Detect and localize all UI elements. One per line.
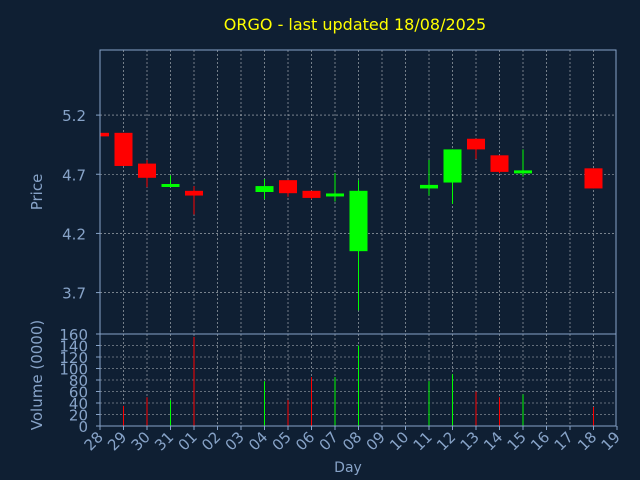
- candle-31: [161, 175, 180, 187]
- candle-body: [326, 193, 344, 197]
- x-tick-label: 05: [269, 428, 295, 454]
- price-candles: [99, 132, 603, 311]
- x-tick-label: 15: [504, 428, 530, 454]
- x-tick-label: 13: [457, 428, 483, 454]
- x-tick-label: 07: [316, 428, 342, 454]
- price-y-axis-label: Price: [28, 174, 46, 211]
- x-tick-label: 31: [151, 428, 177, 454]
- chart-title: ORGO - last updated 18/08/2025: [224, 15, 486, 34]
- candle-body: [279, 180, 297, 194]
- volume-tick-label: 160: [59, 326, 88, 344]
- x-tick-label: 02: [198, 428, 224, 454]
- volume-tick-label: 20: [69, 407, 88, 425]
- price-tick-label: 4.7: [62, 166, 86, 184]
- candle-body: [349, 190, 368, 252]
- candle-body: [100, 132, 109, 137]
- candle-body: [490, 155, 509, 172]
- volume-bars: [123, 336, 594, 426]
- candle-body: [584, 168, 603, 189]
- candle-body: [161, 183, 180, 187]
- x-tick-label: 08: [339, 428, 365, 454]
- candle-05: [279, 180, 297, 197]
- candle-body: [255, 186, 274, 192]
- candle-body: [443, 149, 462, 183]
- candle-30: [138, 160, 156, 188]
- candle-04: [255, 178, 274, 200]
- volume-tick-label: 40: [69, 395, 88, 413]
- candle-18: [584, 168, 603, 189]
- candle-12: [443, 149, 462, 204]
- x-tick-label: 04: [245, 428, 271, 454]
- price-tick-label: 5.2: [62, 107, 86, 125]
- x-tick-label: 11: [410, 428, 436, 454]
- candle-29: [114, 132, 133, 166]
- volume-tick-label: 140: [59, 338, 88, 356]
- candle-body: [185, 190, 203, 196]
- volume-tick-label: 120: [59, 349, 88, 367]
- x-tick-label: 06: [292, 428, 318, 454]
- volume-y-axis-label: Volume (0000): [28, 320, 46, 430]
- candle-body: [514, 170, 532, 174]
- candle-08: [349, 180, 368, 311]
- x-tick-label: 01: [175, 428, 201, 454]
- price-tick-label: 3.7: [62, 285, 86, 303]
- x-axis-tick-labels: 2829303101020304050607080910111213141516…: [81, 426, 624, 454]
- candle-body: [467, 138, 485, 150]
- candle-body: [138, 163, 156, 178]
- x-tick-label: 12: [433, 428, 459, 454]
- candle-13: [467, 138, 485, 159]
- price-tick-label: 4.2: [62, 225, 86, 243]
- price-y-ticks: 5.2 4.7 4.2 3.7: [62, 107, 100, 303]
- x-axis-label: Day: [334, 460, 362, 476]
- x-tick-label: 10: [386, 428, 412, 454]
- x-tick-label: 18: [574, 428, 600, 454]
- candle-body: [302, 190, 321, 198]
- candle-body: [420, 184, 438, 189]
- x-tick-label: 19: [598, 428, 624, 454]
- volume-tick-label: 80: [69, 372, 88, 390]
- candle-body: [114, 132, 133, 166]
- volume-tick-label: 100: [59, 361, 88, 379]
- x-tick-label: 09: [363, 428, 389, 454]
- volume-tick-label: 0: [78, 418, 88, 436]
- x-tick-label: 16: [527, 428, 553, 454]
- candle-14: [490, 155, 509, 174]
- candle-11: [420, 160, 438, 196]
- x-tick-label: 03: [222, 428, 248, 454]
- x-tick-label: 17: [551, 428, 577, 454]
- x-tick-label: 30: [128, 428, 154, 454]
- candle-15: [514, 149, 532, 177]
- candle-07: [326, 173, 344, 202]
- x-tick-label: 29: [104, 428, 130, 454]
- x-tick-label: 14: [480, 428, 506, 454]
- volume-tick-label: 60: [69, 384, 88, 402]
- candle-01: [185, 186, 203, 215]
- candle-06: [302, 190, 321, 200]
- candle-28: [99, 132, 109, 138]
